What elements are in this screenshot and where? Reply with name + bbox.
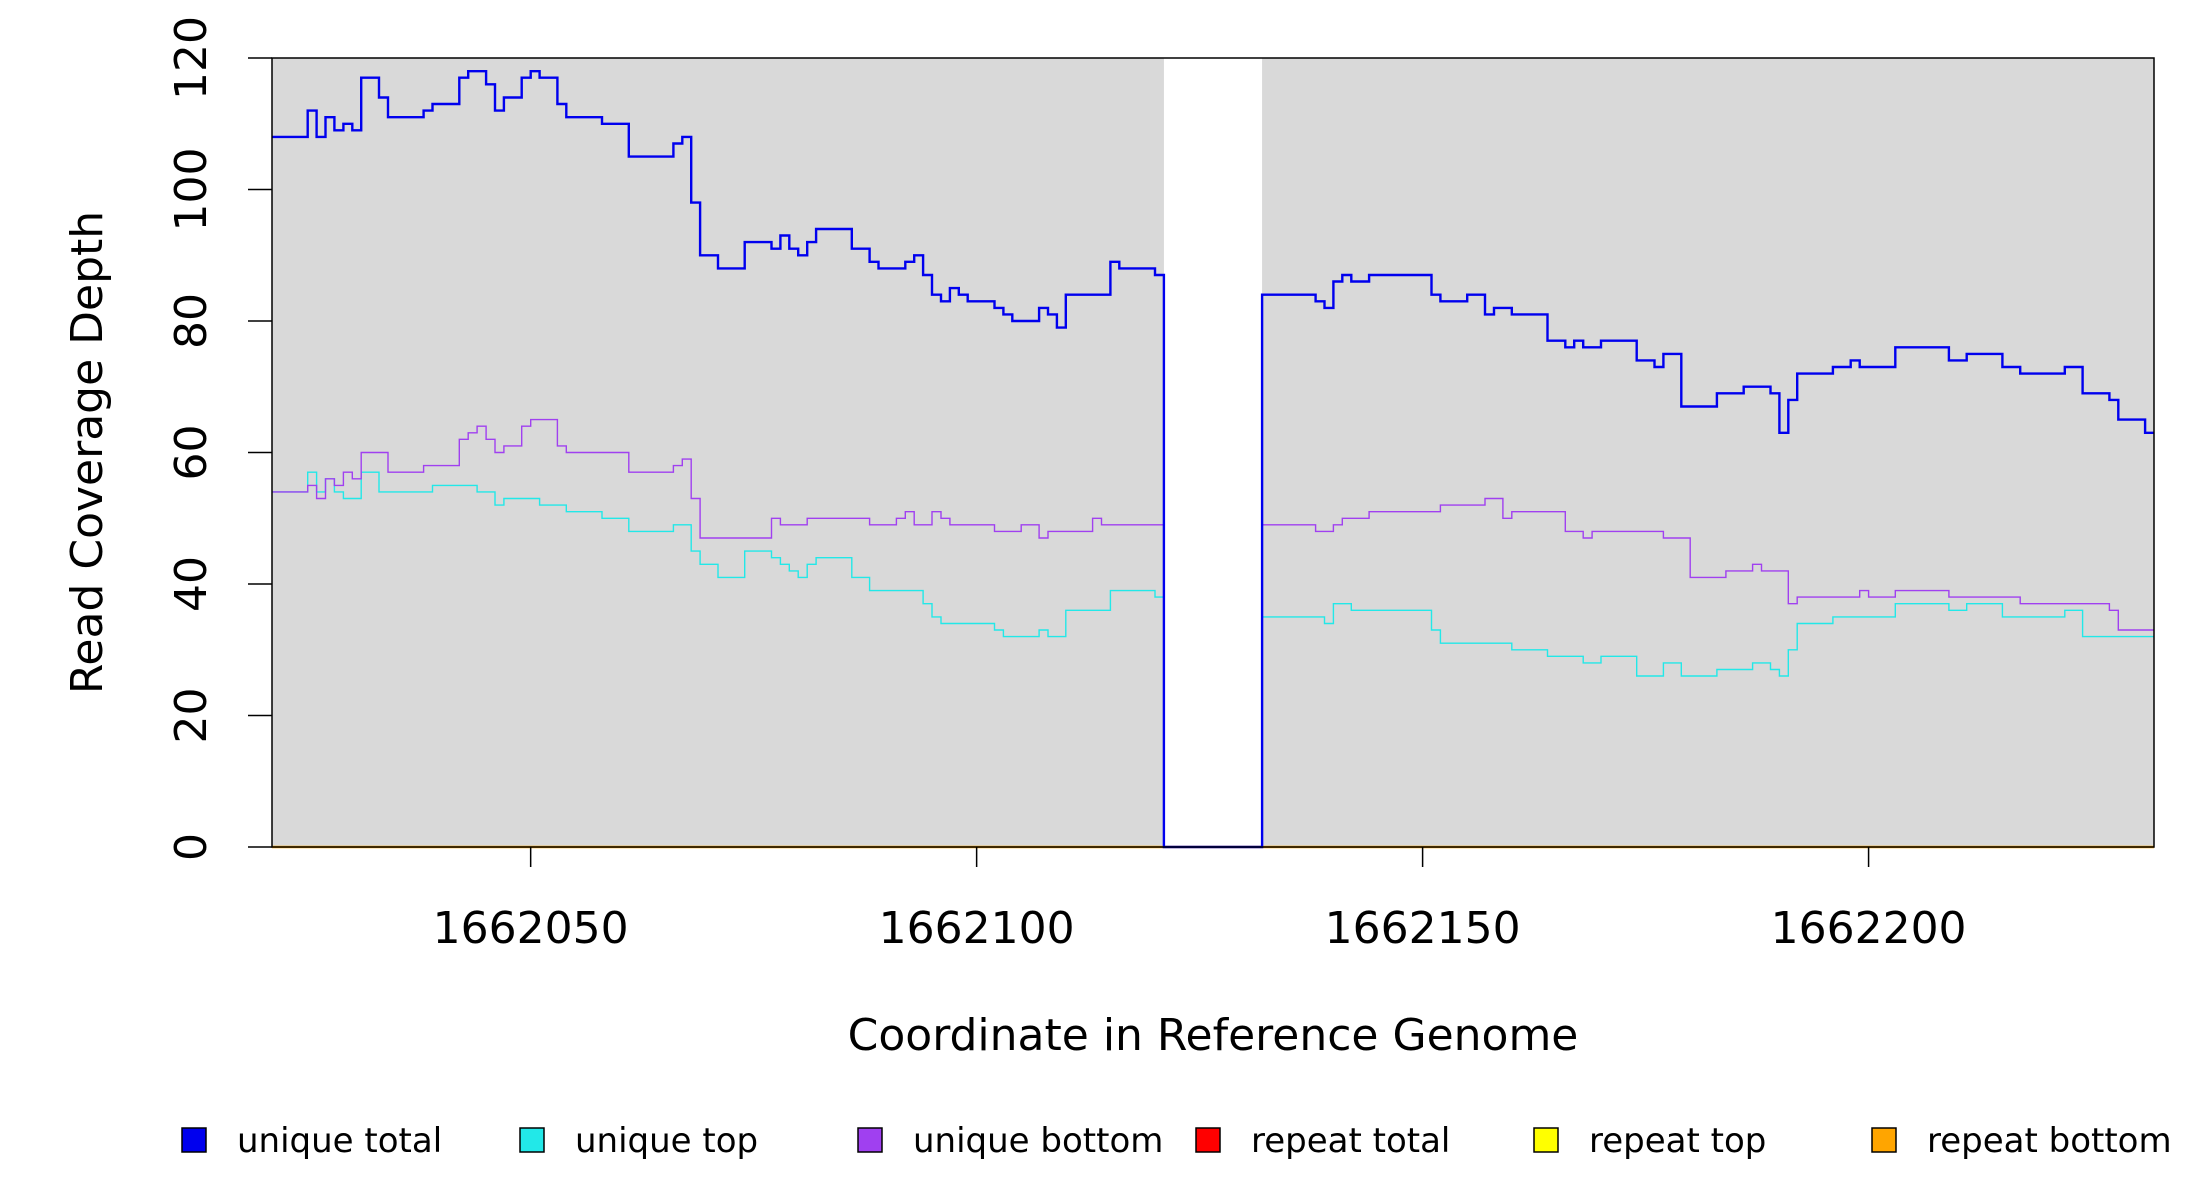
legend-swatch: [857, 1127, 883, 1153]
x-tick-label: 1662100: [879, 903, 1075, 954]
shaded-region-2: [1262, 58, 2154, 847]
legend-item-unique-total: unique total: [181, 1121, 442, 1161]
series-line-unique-bottom: [272, 418, 2154, 848]
y-tick-label: 60: [166, 425, 217, 481]
shaded-region-1: [272, 58, 1164, 847]
y-tick-label: 0: [166, 833, 217, 861]
legend-swatch: [519, 1127, 545, 1153]
legend-label: repeat bottom: [1927, 1121, 2172, 1161]
legend-item-repeat-total: repeat total: [1195, 1121, 1450, 1161]
legend-item-repeat-top: repeat top: [1533, 1121, 1766, 1161]
legend-label: unique total: [237, 1121, 442, 1161]
x-axis-label: Coordinate in Reference Genome: [848, 1010, 1579, 1061]
series-line-unique-total: [272, 70, 2154, 849]
legend-label: unique top: [575, 1121, 758, 1161]
shaded-regions: [272, 58, 2154, 847]
legend-swatch: [1871, 1127, 1897, 1153]
legend-swatch: [181, 1127, 207, 1153]
y-tick-label: 80: [166, 293, 217, 349]
y-tick-label: 40: [166, 556, 217, 612]
x-axis: 1662050 1662100 1662150 1662200: [433, 847, 1967, 954]
y-axis: 0 20 40 60 80 100 120: [166, 16, 272, 861]
legend-item-unique-bottom: unique bottom: [857, 1121, 1163, 1161]
y-axis-label: Read Coverage Depth: [62, 211, 113, 694]
y-tick-label: 100: [166, 148, 217, 232]
legend-label: repeat total: [1251, 1121, 1450, 1161]
legend-swatch: [1533, 1127, 1559, 1153]
legend: unique total unique top unique bottom repea…: [181, 1121, 2172, 1161]
x-tick-label: 1662150: [1325, 903, 1521, 954]
legend-label: unique bottom: [913, 1121, 1163, 1161]
legend-item-repeat-bottom: repeat bottom: [1871, 1121, 2172, 1161]
y-tick-label: 120: [166, 16, 217, 100]
legend-swatch: [1195, 1127, 1221, 1153]
y-tick-label: 20: [166, 688, 217, 744]
legend-item-unique-top: unique top: [519, 1121, 758, 1161]
x-tick-label: 1662050: [433, 903, 629, 954]
series-line-unique-top: [272, 471, 2154, 848]
x-tick-label: 1662200: [1771, 903, 1967, 954]
legend-label: repeat top: [1589, 1121, 1766, 1161]
